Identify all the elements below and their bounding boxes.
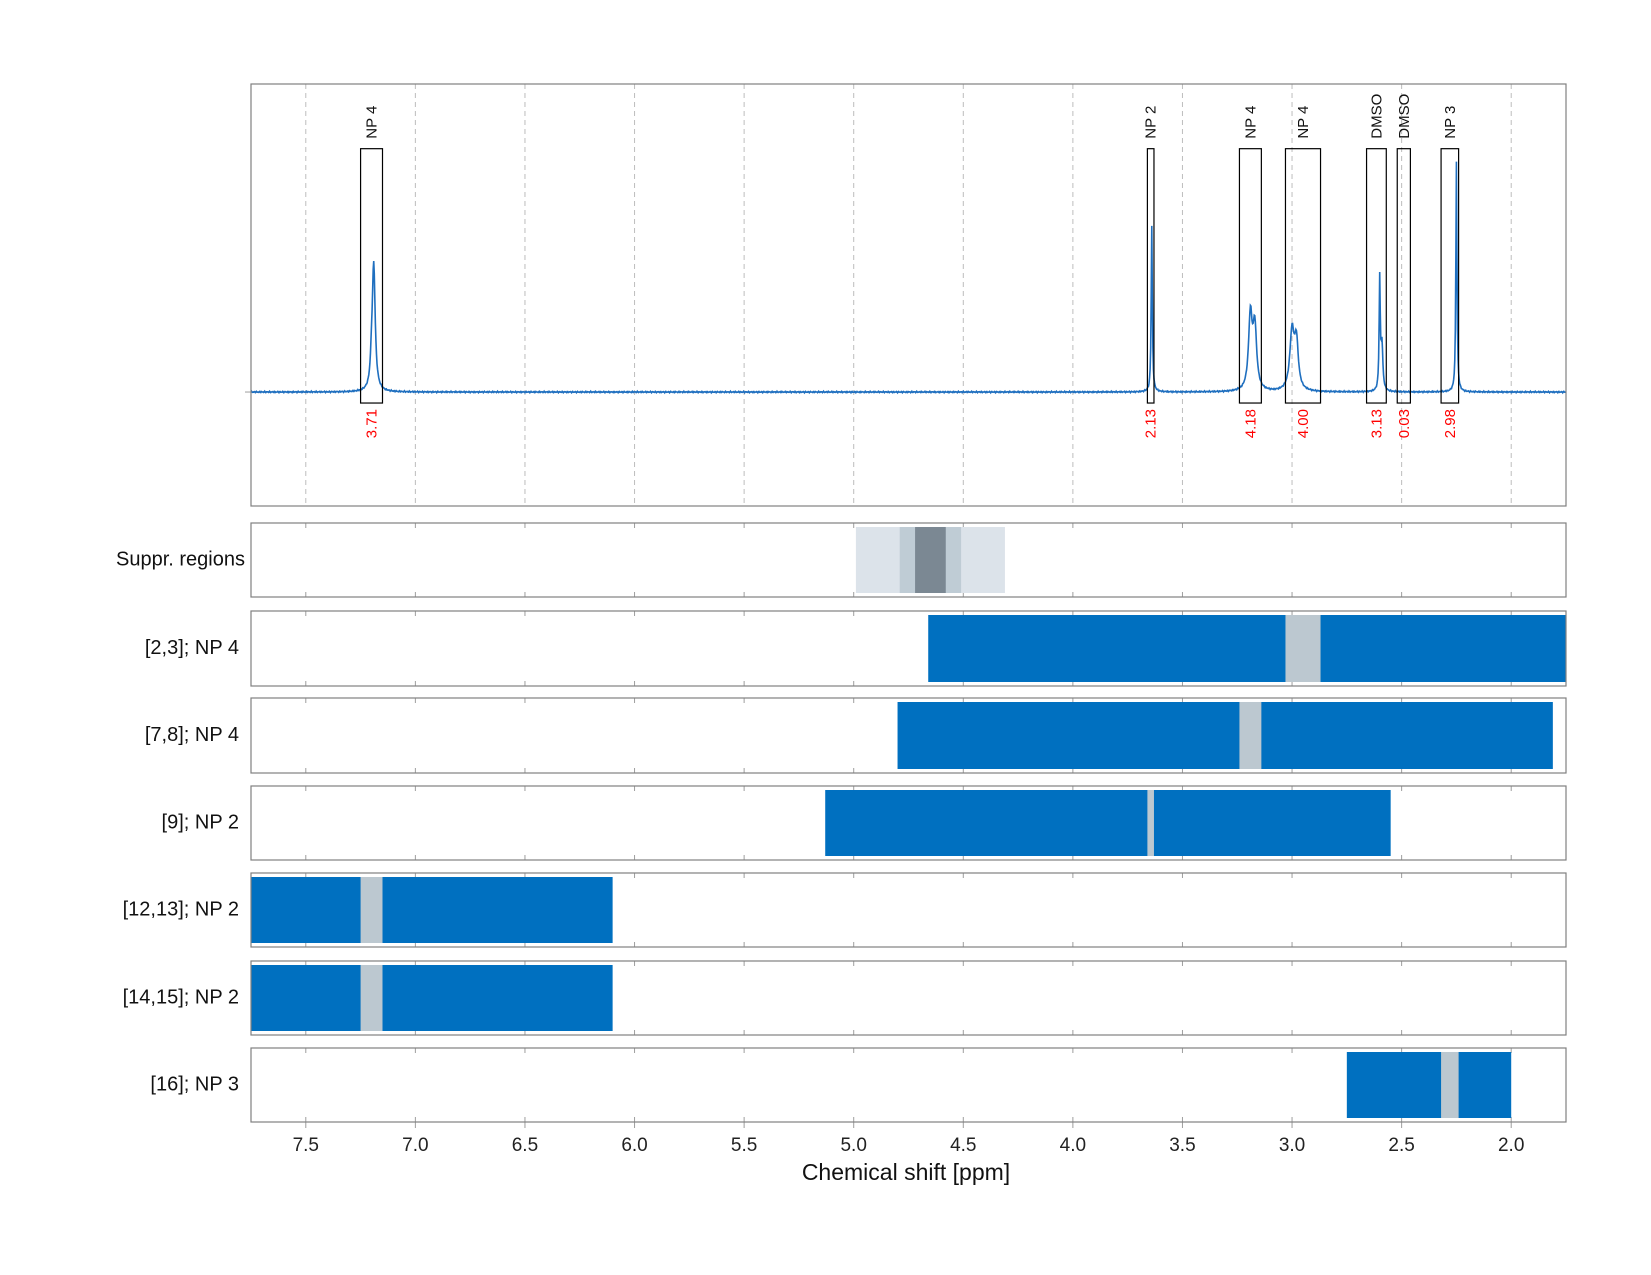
x-tick-label: 3.0 [1279, 1135, 1305, 1156]
integral-value: 4.18 [1242, 409, 1259, 438]
x-axis: 7.5 7.0 6.5 6.0 5.5 5.0 4.5 4.0 3.5 3.0 2.5 2.0 [293, 1122, 1524, 1156]
range-gap [1239, 702, 1262, 769]
integral-value: 4.00 [1295, 409, 1312, 438]
peak-label: DMSO [1368, 94, 1385, 139]
x-tick-label: 5.0 [840, 1135, 866, 1156]
peak-box [359, 148, 384, 404]
range-bar [928, 615, 1566, 682]
peak-label: NP 3 [1442, 106, 1459, 139]
x-tick-label: 5.5 [731, 1135, 757, 1156]
integral-value: 0.03 [1396, 409, 1413, 438]
row-label: [12,13]; NP 2 [123, 898, 239, 920]
peak-label: NP 4 [364, 106, 381, 139]
integral-value: 3.71 [364, 409, 381, 438]
peak-box [1284, 148, 1322, 404]
range-gap [360, 965, 383, 1031]
row-frame [250, 697, 1567, 774]
peak-box [1396, 148, 1411, 404]
x-tick-label: 6.0 [621, 1135, 647, 1156]
range-gap [1285, 615, 1321, 682]
x-tick-label: 6.5 [512, 1135, 538, 1156]
spectrum-panel: NP 4 3.71 NP 2 2.13 NP 4 4.18 NP 4 4.00 DMSO 3.13… [245, 94, 1567, 438]
range-bar [825, 790, 1391, 856]
row-label: [16]; NP 3 [150, 1073, 239, 1095]
range-bar [897, 702, 1553, 769]
range-rows: Suppr. regions [2,3]; NP 4 [7,8]; NP 4 [9];… [116, 527, 1566, 1118]
range-gap [1147, 790, 1154, 856]
x-axis-title: Chemical shift [ppm] [802, 1159, 1010, 1185]
x-tick-label: 4.0 [1060, 1135, 1086, 1156]
x-tick-label: 4.5 [950, 1135, 976, 1156]
row-frame [250, 610, 1567, 687]
spectrum-line [250, 161, 1567, 395]
x-tick-label: 2.0 [1498, 1135, 1524, 1156]
panel-frames [250, 83, 1567, 1123]
row-frame [250, 522, 1567, 598]
range-gap [360, 877, 383, 943]
row-frame [250, 872, 1567, 948]
peak-box [1365, 148, 1387, 404]
peak-box [1440, 148, 1460, 404]
x-tick-label: 3.5 [1169, 1135, 1195, 1156]
x-tick-label: 2.5 [1388, 1135, 1414, 1156]
integral-value: 3.13 [1368, 409, 1385, 438]
range-bar [251, 877, 613, 943]
row-frame [250, 960, 1567, 1036]
integral-value: 2.98 [1442, 409, 1459, 438]
peak-label: NP 2 [1143, 106, 1160, 139]
row-label: [9]; NP 2 [162, 811, 239, 833]
peak-label: NP 4 [1242, 106, 1259, 139]
row-label: [7,8]; NP 4 [145, 724, 239, 746]
row-label: [14,15]; NP 2 [123, 986, 239, 1008]
row-label-suppression: Suppr. regions [116, 548, 245, 570]
suppression-band [915, 527, 946, 593]
peak-box [1146, 148, 1155, 404]
x-tick-label: 7.5 [293, 1135, 319, 1156]
range-gap [1441, 1052, 1459, 1118]
x-tick-label: 7.0 [402, 1135, 428, 1156]
range-bar [1346, 1052, 1512, 1118]
row-frame [250, 1047, 1567, 1123]
integral-value: 2.13 [1143, 409, 1160, 438]
spectrum-frame [250, 83, 1567, 507]
peak-box [1238, 148, 1262, 404]
peak-label: DMSO [1396, 94, 1413, 139]
range-bar [251, 965, 613, 1031]
row-label: [2,3]; NP 4 [145, 637, 239, 659]
peak-label: NP 4 [1295, 106, 1312, 139]
row-frame [250, 785, 1567, 861]
